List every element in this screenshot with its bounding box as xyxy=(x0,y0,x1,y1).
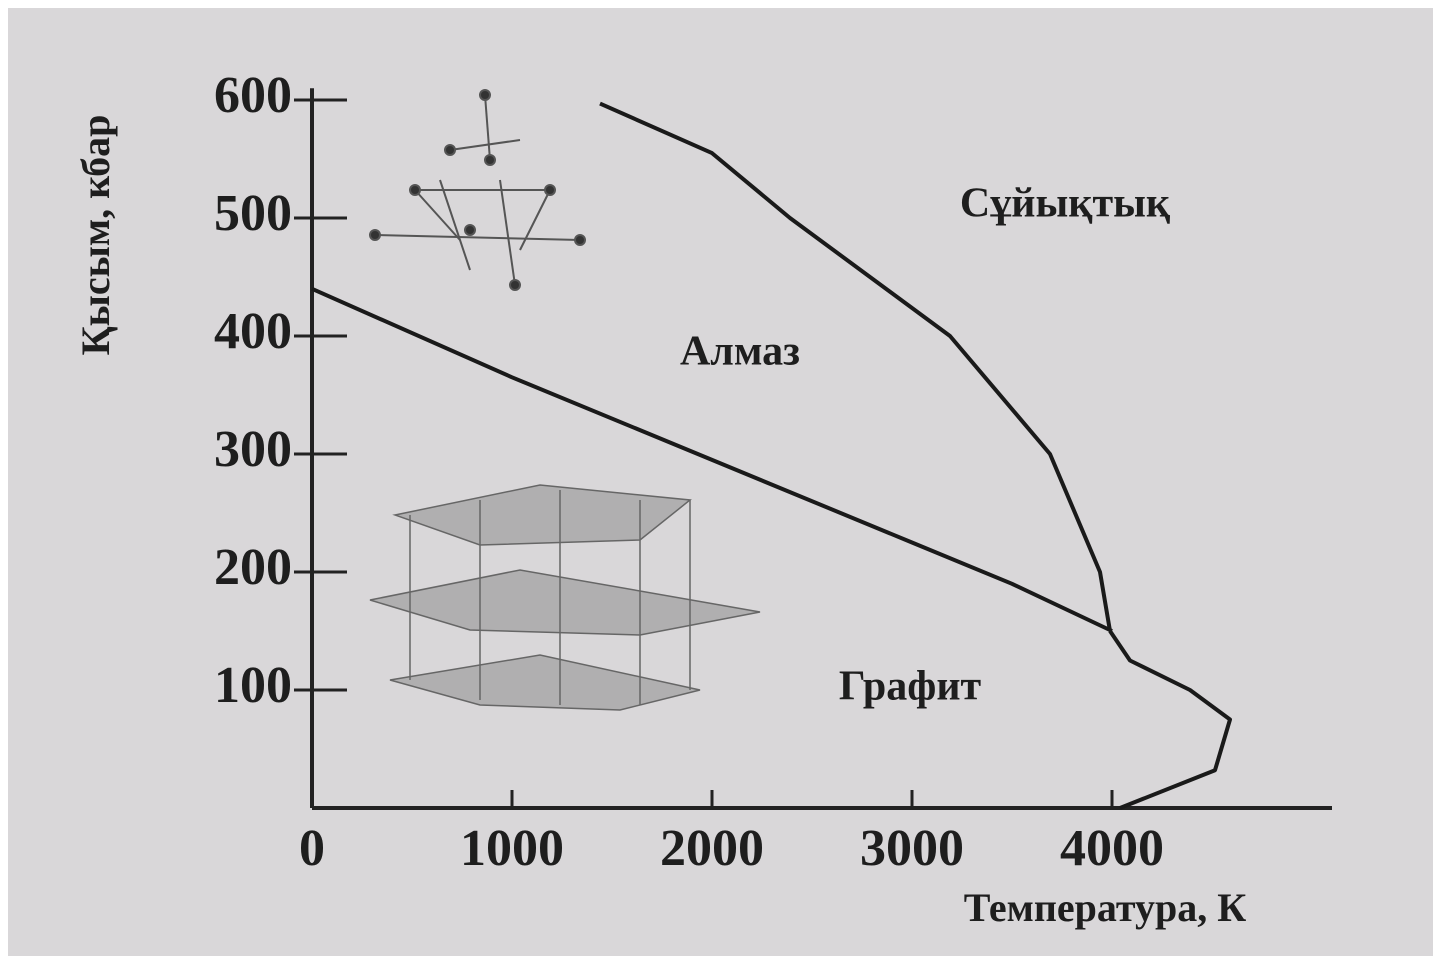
region-label: Графит xyxy=(839,664,982,710)
x-tick-label: 1000 xyxy=(460,820,564,877)
region-label: Алмаз xyxy=(680,329,800,375)
y-tick-label: 400 xyxy=(214,303,292,360)
paper xyxy=(8,8,1433,956)
x-tick-label: 2000 xyxy=(660,820,764,877)
chart: 0 1000 2000 3000 4000 100 200 300 400 500 600 Темпе… xyxy=(0,0,1441,963)
y-tick-label: 100 xyxy=(214,657,292,714)
x-tick-label: 0 xyxy=(299,820,325,877)
y-tick-label: 200 xyxy=(214,539,292,596)
x-tick-label: 4000 xyxy=(1060,820,1164,877)
y-axis-label: Қысым, кбар xyxy=(73,115,118,356)
x-axis-label: Температура, К xyxy=(964,885,1247,930)
y-tick-label: 300 xyxy=(214,421,292,478)
y-tick-label: 600 xyxy=(214,67,292,124)
y-tick-label: 500 xyxy=(214,185,292,242)
x-tick-label: 3000 xyxy=(860,820,964,877)
region-label: Сұйықтық xyxy=(960,181,1171,227)
